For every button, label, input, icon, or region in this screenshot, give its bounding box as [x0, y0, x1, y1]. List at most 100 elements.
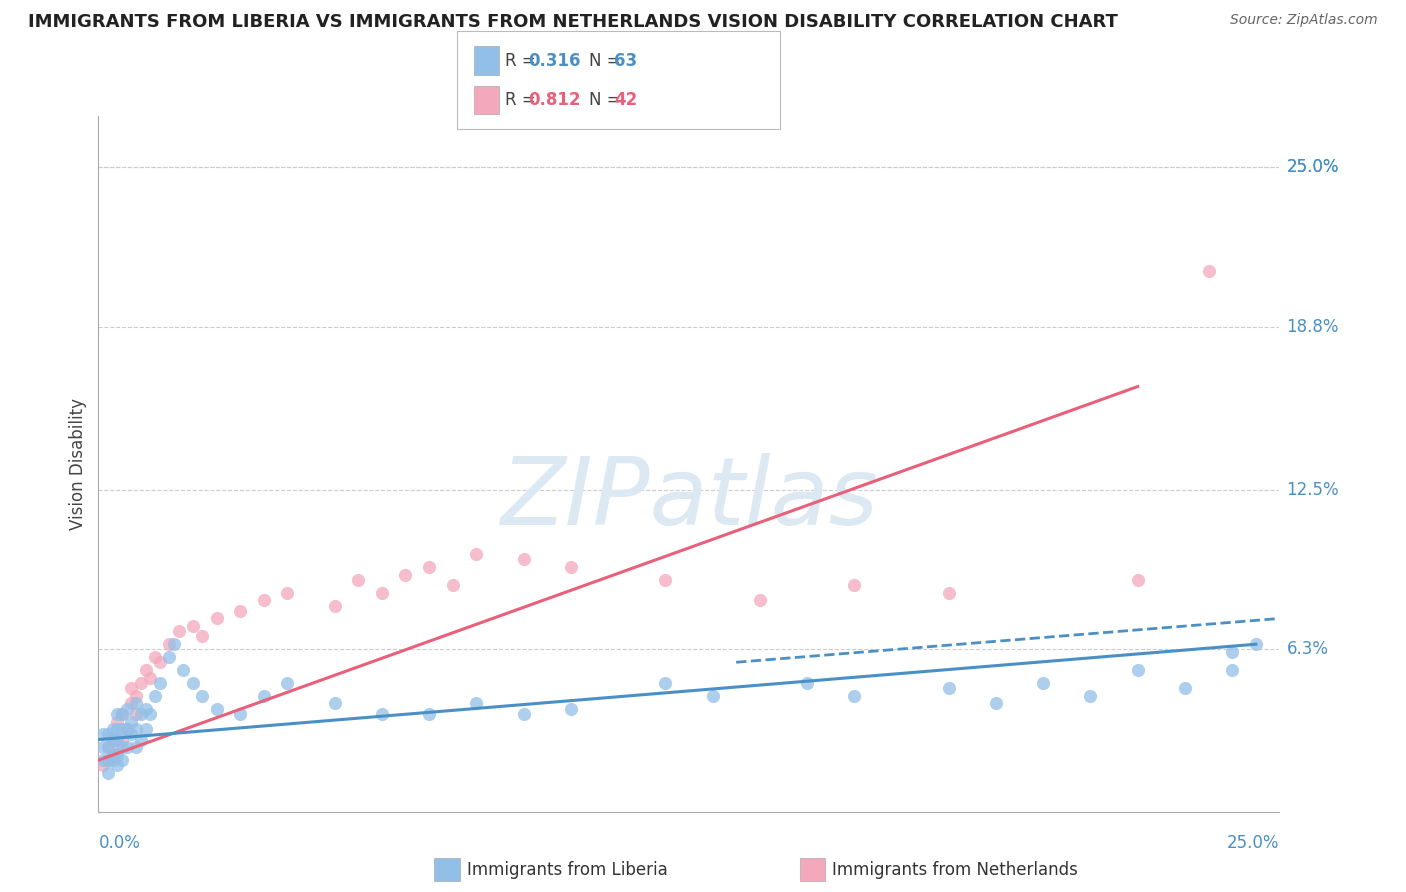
Point: [97, 753, 120, 767]
Point: [157, 650, 180, 665]
Text: 0.0%: 0.0%: [98, 834, 141, 852]
Point: [115, 723, 138, 737]
Point: [371, 706, 394, 721]
Point: [101, 747, 124, 762]
Point: [111, 740, 134, 755]
Point: [139, 706, 162, 721]
Point: [323, 599, 346, 613]
Text: 6.3%: 6.3%: [1286, 640, 1329, 658]
Point: [654, 573, 676, 587]
Point: [97, 753, 120, 767]
Point: [135, 701, 157, 715]
Point: [105, 706, 128, 721]
Point: [253, 689, 276, 703]
Point: [465, 697, 488, 711]
Text: 25.0%: 25.0%: [1286, 159, 1339, 177]
Point: [121, 727, 143, 741]
Point: [938, 681, 960, 695]
Point: [1126, 663, 1149, 677]
Text: 25.0%: 25.0%: [1286, 159, 1339, 177]
Point: [654, 676, 676, 690]
Text: R =: R =: [505, 91, 541, 109]
Point: [1174, 681, 1197, 695]
Point: [139, 671, 162, 685]
Point: [157, 637, 180, 651]
Point: [105, 732, 128, 747]
Point: [105, 758, 128, 772]
Point: [181, 619, 204, 633]
Text: N =: N =: [589, 52, 626, 70]
Point: [101, 753, 124, 767]
Text: 25.0%: 25.0%: [1227, 834, 1279, 852]
Point: [1198, 263, 1220, 277]
Point: [125, 723, 148, 737]
Text: 42: 42: [614, 91, 638, 109]
Point: [91, 753, 114, 767]
Point: [276, 585, 298, 599]
Point: [91, 740, 114, 755]
Point: [105, 740, 128, 755]
Text: N =: N =: [589, 91, 626, 109]
Point: [347, 573, 370, 587]
Point: [97, 727, 120, 741]
Point: [394, 567, 416, 582]
Point: [91, 758, 114, 772]
Point: [125, 689, 148, 703]
Point: [229, 604, 252, 618]
Point: [512, 706, 534, 721]
Point: [465, 547, 488, 561]
Point: [115, 723, 138, 737]
Point: [205, 611, 228, 625]
Point: [149, 676, 172, 690]
Point: [276, 676, 298, 690]
Point: [205, 701, 228, 715]
Point: [111, 732, 134, 747]
Text: 0.812: 0.812: [529, 91, 581, 109]
Point: [1220, 645, 1243, 659]
Text: ZIPatlas: ZIPatlas: [501, 453, 877, 544]
Point: [143, 689, 166, 703]
Point: [418, 706, 440, 721]
Text: 0.316: 0.316: [529, 52, 581, 70]
Point: [1244, 637, 1267, 651]
Point: [135, 663, 157, 677]
Point: [115, 701, 138, 715]
Point: [111, 706, 134, 721]
Point: [441, 578, 464, 592]
Point: [253, 593, 276, 607]
Point: [121, 697, 143, 711]
Point: [125, 697, 148, 711]
Point: [97, 766, 120, 780]
Point: [191, 630, 214, 644]
Point: [418, 560, 440, 574]
Point: [512, 552, 534, 566]
Point: [560, 560, 582, 574]
Point: [125, 706, 148, 721]
Text: IMMIGRANTS FROM LIBERIA VS IMMIGRANTS FROM NETHERLANDS VISION DISABILITY CORRELA: IMMIGRANTS FROM LIBERIA VS IMMIGRANTS FR…: [28, 13, 1118, 31]
Point: [129, 732, 152, 747]
Point: [938, 585, 960, 599]
Point: [105, 723, 128, 737]
Point: [172, 663, 194, 677]
Text: Immigrants from Netherlands: Immigrants from Netherlands: [832, 861, 1078, 879]
Point: [97, 740, 120, 755]
Text: 18.8%: 18.8%: [1286, 318, 1339, 336]
Point: [149, 655, 172, 669]
Text: R =: R =: [505, 52, 541, 70]
Point: [167, 624, 190, 639]
Point: [135, 723, 157, 737]
Point: [115, 740, 138, 755]
Point: [129, 676, 152, 690]
Point: [1080, 689, 1102, 703]
Point: [844, 689, 866, 703]
Point: [111, 706, 134, 721]
Point: [91, 727, 114, 741]
Point: [129, 706, 152, 721]
Y-axis label: Vision Disability: Vision Disability: [69, 398, 87, 530]
Point: [371, 585, 394, 599]
Point: [121, 714, 143, 729]
Point: [323, 697, 346, 711]
Point: [101, 732, 124, 747]
Point: [105, 714, 128, 729]
Point: [105, 747, 128, 762]
